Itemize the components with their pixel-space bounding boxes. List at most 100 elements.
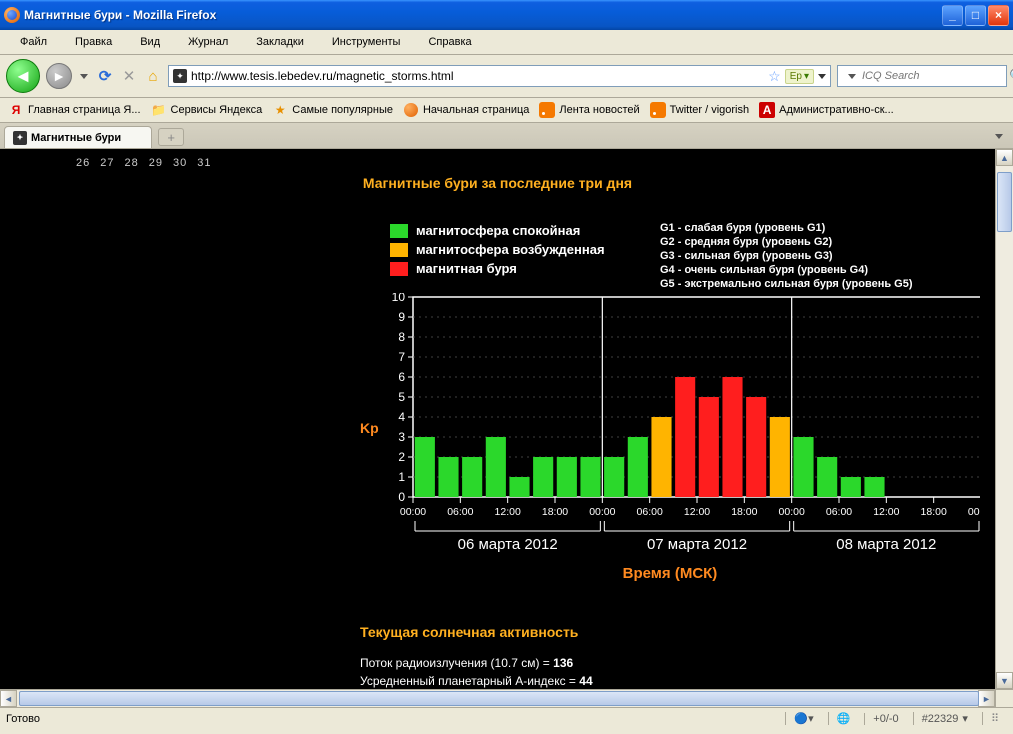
url-input[interactable] (191, 69, 764, 83)
status-zoom[interactable]: +0/-0 (864, 713, 906, 725)
content-area: 262728293031 Магнитные бури за последние… (0, 149, 1013, 707)
hscroll-thumb[interactable] (19, 691, 979, 706)
hscroll-track[interactable] (17, 690, 978, 707)
legend-swatch-green (390, 224, 408, 238)
bookmarks-toolbar: ЯГлавная страница Я... 📁Сервисы Яндекса … (0, 98, 1013, 123)
menu-edit[interactable]: Правка (63, 34, 124, 50)
bookmark-yandex-home[interactable]: ЯГлавная страница Я... (8, 102, 141, 118)
tab-title: Магнитные бури (31, 132, 121, 144)
status-resize-grip-icon[interactable]: ⠿ (982, 712, 1007, 725)
security-badge[interactable]: Ер▾ (785, 69, 814, 84)
yandex-icon: Я (8, 102, 24, 118)
bookmark-popular[interactable]: ★Самые популярные (272, 102, 393, 118)
svg-text:06:00: 06:00 (636, 506, 662, 518)
bookmark-yandex-services[interactable]: 📁Сервисы Яндекса (151, 102, 263, 118)
scroll-up-button[interactable]: ▲ (996, 149, 1013, 166)
svg-text:12:00: 12:00 (684, 506, 710, 518)
home-button[interactable]: ⌂ (144, 67, 162, 85)
page-body: 262728293031 Магнитные бури за последние… (0, 149, 995, 689)
menu-view[interactable]: Вид (128, 34, 172, 50)
menu-bookmarks[interactable]: Закладки (244, 34, 316, 50)
legend-swatch-orange (390, 243, 408, 257)
svg-text:00:00: 00:00 (589, 506, 615, 518)
history-dropdown-icon[interactable] (80, 74, 88, 79)
reload-button[interactable]: ⟳ (96, 67, 114, 85)
svg-text:1: 1 (398, 470, 405, 484)
svg-text:9: 9 (398, 310, 405, 324)
maximize-button[interactable]: □ (965, 5, 986, 26)
bookmark-admin[interactable]: AАдминистративно-ск... (759, 102, 894, 118)
svg-text:0: 0 (398, 490, 405, 504)
nav-toolbar: ◄ ► ⟳ ✕ ⌂ ✦ ☆ Ер▾ 🔍 (0, 55, 1013, 98)
rss-icon (650, 102, 666, 118)
url-dropdown-icon[interactable] (818, 74, 826, 79)
scroll-left-button[interactable]: ◄ (0, 690, 17, 707)
search-input[interactable] (862, 70, 1005, 82)
menu-file[interactable]: Файл (8, 34, 59, 50)
svg-text:2: 2 (398, 450, 405, 464)
bookmark-start-page[interactable]: Начальная страница (403, 102, 529, 118)
svg-text:3: 3 (398, 430, 405, 444)
bookmark-news[interactable]: Лента новостей (539, 102, 639, 118)
horizontal-scrollbar[interactable]: ◄ ► (0, 689, 1013, 707)
svg-text:18:00: 18:00 (731, 506, 757, 518)
tab-active[interactable]: ✦ Магнитные бури (4, 126, 152, 148)
vscroll-thumb[interactable] (997, 172, 1012, 232)
bookmark-twitter[interactable]: Twitter / vigorish (650, 102, 749, 118)
kp-chart: Kp 01234567891000:0006:0012:0018:0000:00… (360, 293, 980, 582)
chart-title: Магнитные бури за последние три дня (0, 175, 995, 191)
vertical-scrollbar[interactable]: ▲ ▼ (995, 149, 1013, 689)
rss-icon (539, 102, 555, 118)
star-icon: ★ (272, 102, 288, 118)
menu-history[interactable]: Журнал (176, 34, 240, 50)
stop-button[interactable]: ✕ (120, 67, 138, 85)
tab-bar: ✦ Магнитные бури + (0, 123, 1013, 149)
back-button[interactable]: ◄ (6, 59, 40, 93)
svg-text:18:00: 18:00 (542, 506, 568, 518)
search-box[interactable]: 🔍 (837, 65, 1007, 87)
svg-text:07 марта 2012: 07 марта 2012 (647, 536, 747, 553)
scroll-right-button[interactable]: ► (978, 690, 995, 707)
svg-text:12:00: 12:00 (873, 506, 899, 518)
svg-text:00:00: 00:00 (400, 506, 426, 518)
menu-tools[interactable]: Инструменты (320, 34, 413, 50)
search-icon[interactable]: 🔍 (1009, 68, 1013, 84)
window-title: Магнитные бури - Mozilla Firefox (24, 8, 942, 22)
site-identity-icon[interactable]: ✦ (173, 69, 187, 83)
svg-text:06:00: 06:00 (447, 506, 473, 518)
firefox-icon (4, 7, 20, 23)
x-axis-label: Время (МСК) (360, 565, 980, 582)
y-axis-label: Kp (360, 420, 379, 436)
vscroll-track[interactable] (996, 166, 1013, 672)
site-icon: ✦ (13, 131, 27, 145)
close-button[interactable]: × (988, 5, 1009, 26)
menu-help[interactable]: Справка (416, 34, 483, 50)
scroll-down-button[interactable]: ▼ (996, 672, 1013, 689)
status-counter[interactable]: #22329 ▾ (913, 712, 976, 725)
folder-icon: 📁 (151, 102, 167, 118)
svg-text:00:00: 00:00 (778, 506, 804, 518)
tab-list-dropdown-icon[interactable] (991, 128, 1007, 144)
url-bar[interactable]: ✦ ☆ Ер▾ (168, 65, 831, 87)
bookmark-star-icon[interactable]: ☆ (768, 68, 781, 85)
svg-text:4: 4 (398, 410, 405, 424)
admin-icon: A (759, 102, 775, 118)
svg-text:10: 10 (391, 293, 405, 304)
new-tab-button[interactable]: + (158, 128, 184, 146)
minimize-button[interactable]: _ (942, 5, 963, 26)
g-levels-legend: G1 - слабая буря (уровень G1)G2 - средня… (660, 221, 913, 291)
status-globe-icon[interactable]: 🌐 (828, 712, 859, 725)
window-titlebar: Магнитные бури - Mozilla Firefox _ □ × (0, 0, 1013, 30)
chart-svg: 01234567891000:0006:0012:0018:0000:0006:… (385, 293, 980, 563)
legend-swatch-red (390, 262, 408, 276)
chart-legend: магнитосфера спокойная магнитосфера возб… (390, 223, 605, 280)
forward-button[interactable]: ► (46, 63, 72, 89)
svg-text:5: 5 (398, 390, 405, 404)
search-engine-dropdown-icon[interactable] (848, 74, 856, 79)
menu-bar: Файл Правка Вид Журнал Закладки Инструме… (0, 30, 1013, 55)
calendar-row: 262728293031 (76, 157, 222, 169)
svg-text:7: 7 (398, 350, 405, 364)
status-proxy-icon[interactable]: 🔵▾ (785, 712, 821, 725)
svg-text:12:00: 12:00 (494, 506, 520, 518)
window-buttons: _ □ × (942, 5, 1009, 26)
